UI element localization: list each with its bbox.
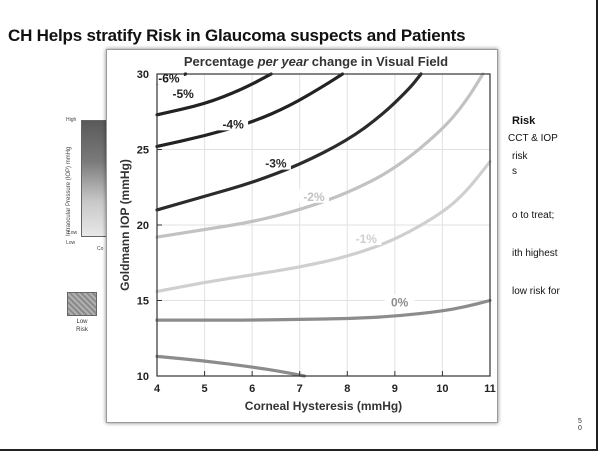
chart-curves — [155, 72, 492, 378]
curve--1pct — [155, 159, 492, 294]
right-line-6: low risk for — [512, 286, 560, 297]
x-tick-label: 7 — [297, 383, 303, 395]
x-tick-label: 10 — [436, 383, 448, 395]
chart-grid — [156, 73, 491, 377]
y-tick-label: 20 — [137, 220, 149, 232]
curve-label-bg — [298, 188, 329, 203]
curve-label-bg — [218, 116, 249, 131]
curve-label: -4% — [222, 117, 244, 131]
curve-0pct — [155, 298, 492, 322]
curve-label: -5% — [172, 87, 194, 101]
bg-low-label: Low — [68, 230, 78, 236]
chart-title-part: change in Visual Field — [308, 54, 448, 69]
y-tick-label: 15 — [137, 296, 149, 308]
curve-label: -6% — [158, 71, 180, 85]
chart-ticks: 4 5 6 7 8 9 10 11 10 15 20 25 30 — [137, 69, 496, 395]
x-tick-label: 6 — [249, 383, 255, 395]
curve-lower — [155, 354, 307, 378]
bg-y-axis-label: Intraocular Pressure (IOP) mmHg — [66, 146, 72, 236]
bg-x-low-label: Low — [66, 240, 76, 246]
chart-title-part: per year — [257, 54, 310, 69]
x-tick-label: 11 — [484, 383, 496, 395]
curve-label-bg — [168, 86, 199, 101]
curve-label-bg — [260, 155, 291, 170]
right-line-1: CCT & IOP — [508, 133, 558, 144]
curve-label-bg — [351, 231, 382, 246]
chart-title-part: Percentage — [184, 54, 258, 69]
curve-label: -2% — [303, 190, 325, 204]
x-tick-label: 9 — [392, 383, 398, 395]
curve-label: 0% — [391, 296, 409, 310]
y-axis-label: Goldmann IOP (mmHg) — [118, 159, 132, 291]
right-line-3: s — [512, 166, 517, 177]
bg-x-partial-label: Co — [97, 246, 104, 252]
x-tick-label: 8 — [344, 383, 350, 395]
x-axis-label: Corneal Hysteresis (mmHg) — [245, 399, 402, 413]
right-line-2: risk — [512, 151, 528, 162]
y-tick-label: 25 — [137, 145, 149, 157]
low-risk-label: Low Risk — [76, 319, 88, 333]
curve-label-bg — [384, 294, 415, 309]
curve--5pct — [155, 72, 273, 117]
chart-title: Percentage per year change in Visual Fie… — [184, 54, 448, 69]
right-heading: Risk — [512, 115, 536, 127]
curve-label: -1% — [356, 232, 378, 246]
page-number: 5 0 — [578, 418, 582, 432]
chart-curve-labels: -6% -5% -4% -3% -2% -1% 0% — [153, 70, 415, 310]
x-tick-label: 5 — [202, 383, 208, 395]
y-tick-label: 30 — [137, 69, 149, 81]
right-line-5: ith highest — [512, 248, 558, 259]
curve-label: -3% — [265, 157, 287, 171]
x-tick-label: 4 — [154, 383, 161, 395]
vf-change-chart: Percentage per year change in Visual Fie… — [106, 49, 498, 423]
curve--4pct — [155, 72, 345, 149]
vf-change-chart-svg: Percentage per year change in Visual Fie… — [118, 54, 496, 413]
right-line-4: o to treat; — [512, 210, 555, 221]
slide-title: CH Helps stratify Risk in Glaucoma suspe… — [8, 26, 466, 45]
y-tick-label: 10 — [137, 371, 149, 383]
low-risk-swatch — [67, 292, 97, 316]
curve--3pct — [155, 72, 423, 212]
bg-high-label: High — [66, 117, 77, 123]
